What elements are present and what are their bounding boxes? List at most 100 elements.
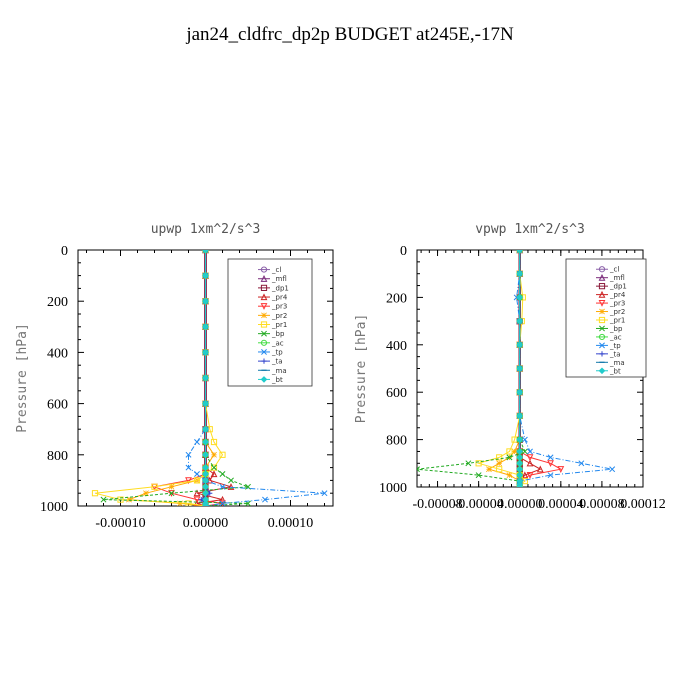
legend-label: _pr2 [609, 308, 625, 316]
legend-label: _bp [271, 330, 285, 338]
data-point-tp [609, 466, 616, 473]
data-point-pr1 [193, 477, 201, 484]
y-tick-label: 600 [386, 386, 407, 401]
legend-marker [260, 339, 268, 346]
legend-marker [598, 367, 606, 375]
data-point-tp [547, 454, 554, 461]
data-point-bp [417, 466, 420, 473]
x-tick-label: -0.00010 [95, 516, 145, 531]
data-point-bt [516, 412, 524, 420]
data-point-bt [516, 448, 524, 455]
data-point-tp [527, 448, 533, 455]
legend-marker [598, 333, 606, 341]
legend-label: _cl [271, 266, 281, 274]
series-line-bp [103, 250, 249, 506]
legend-label: _mfl [271, 275, 287, 283]
x-tick-label: 0.00004 [538, 497, 584, 512]
data-point-tp [219, 500, 226, 506]
chart-title: upwp 1xm^2/s^3 [151, 222, 261, 237]
legend-marker [599, 342, 605, 349]
legend-label: _tp [271, 348, 283, 356]
data-point-bt [202, 272, 209, 279]
data-point-tp [185, 464, 192, 471]
data-point-pr3 [193, 496, 201, 504]
y-tick-label: 800 [386, 434, 407, 449]
legend-marker [598, 266, 606, 273]
data-point-tp [219, 483, 226, 490]
x-tick-label: 0.00008 [579, 497, 625, 512]
legend-marker [261, 349, 267, 355]
data-point-bt [202, 470, 209, 478]
legend: _cl_mfl_dp1_pr4_pr3_pr2_pr1_bp_ac_tp_ta_… [565, 258, 647, 378]
data-point-bt [516, 388, 524, 396]
legend-marker [598, 316, 606, 324]
data-point-pr4 [227, 483, 235, 490]
data-point-bp [168, 490, 175, 497]
data-point-pr1 [496, 454, 503, 461]
data-point-pr1 [91, 490, 99, 497]
data-point-pr3 [547, 460, 554, 468]
data-point-pr2 [496, 460, 503, 467]
data-point-bt [202, 438, 209, 446]
legend-marker [260, 266, 268, 273]
data-point-pr4 [210, 470, 218, 478]
data-point-bt [516, 250, 524, 254]
data-point-bt [516, 471, 524, 479]
legend-label: _pr4 [271, 294, 288, 302]
data-point-bt [516, 317, 524, 325]
legend-label: _pr2 [271, 312, 287, 320]
data-point-bt [516, 459, 524, 467]
data-point-pr1 [210, 438, 218, 446]
data-point-pr4 [526, 459, 534, 467]
data-point-pr1 [210, 464, 218, 471]
data-point-bt [516, 365, 524, 372]
data-point-pr4 [193, 499, 201, 506]
data-point-bp [219, 471, 226, 477]
x-tick-label: 0.00000 [497, 497, 543, 512]
data-point-pr3 [526, 454, 534, 462]
data-point-bp [465, 460, 472, 467]
legend-label: _bt [271, 376, 283, 384]
legend-marker [261, 358, 267, 364]
data-point-bt [202, 349, 209, 356]
x-tick-label: -0.00004 [454, 497, 504, 512]
series-group [417, 250, 616, 487]
data-point-bt [202, 464, 209, 471]
legend-marker [260, 275, 268, 282]
legend-marker [260, 376, 268, 383]
data-point-bt [516, 294, 524, 301]
data-point-pr1 [506, 448, 513, 455]
y-tick-label: 400 [47, 346, 68, 361]
legend-label: _ta [609, 350, 621, 358]
legend-label: _cl [609, 266, 619, 274]
data-point-pr2 [177, 500, 183, 506]
data-point-bt [202, 400, 209, 407]
data-point-tp [202, 250, 209, 253]
y-tick-label: 200 [386, 291, 407, 306]
data-point-tp [578, 460, 585, 467]
data-point-tp [185, 451, 192, 458]
legend-label: _ac [271, 339, 284, 347]
y-axis-label: Pressure [hPa] [354, 314, 369, 424]
series-group [91, 250, 328, 506]
data-point-bt [202, 502, 209, 506]
data-point-pr4 [193, 489, 201, 497]
y-tick-label: 1000 [379, 481, 407, 496]
data-point-tp [194, 471, 200, 477]
chart-vpwp: vpwp 1xm^2/s^3 Pressure [hPa] 0 200 400 600 80… [354, 222, 666, 512]
data-point-tp [262, 496, 268, 503]
legend-label: _pr4 [609, 291, 626, 299]
legend-label: _pr3 [609, 300, 625, 308]
data-point-pr1 [475, 460, 482, 467]
data-point-tp [516, 250, 523, 253]
y-tick-label: 800 [47, 449, 68, 464]
data-point-bt [202, 489, 209, 497]
data-point-pr1 [219, 451, 226, 458]
data-point-bt [516, 483, 524, 487]
data-point-bt [202, 451, 209, 459]
legend-marker [261, 312, 267, 319]
legend-label: _mfl [609, 274, 625, 282]
legend-marker [599, 351, 605, 357]
legend-marker [598, 283, 606, 290]
